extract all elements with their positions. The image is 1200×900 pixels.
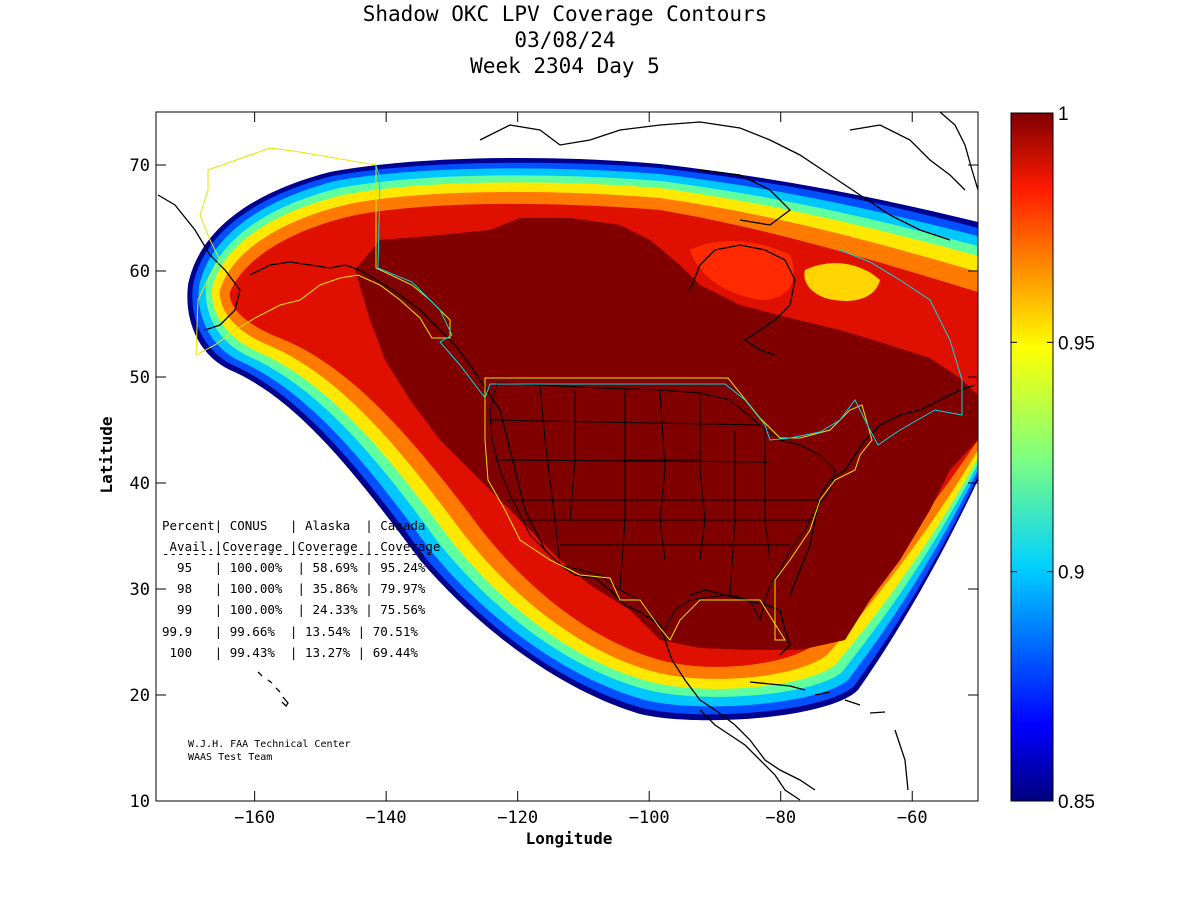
colorbar-tick-label: 0.95: [1058, 333, 1095, 354]
arctic-islands: [479, 121, 966, 241]
x-tick-label: −80: [765, 808, 796, 828]
credit-line-1: W.J.H. FAA Technical Center: [188, 739, 351, 750]
state-lines-ew: [489, 419, 820, 546]
x-tick-label: −60: [897, 808, 928, 828]
colorbar: [1010, 112, 1054, 802]
central-america: [699, 709, 801, 801]
greenland-coast: [939, 112, 978, 191]
table-header-1: Percent| CONUS | Alaska | Canada: [162, 518, 425, 533]
contour-pocket-labrador: [804, 263, 880, 301]
x-axis: −160 −140 −120 −100 −80 −60: [234, 112, 928, 828]
table-row: 99 | 100.00% | 24.33% | 75.56%: [162, 602, 426, 617]
table-header-2: Avail.|Coverage |Coverage | Coverage: [162, 539, 440, 554]
caribbean: [749, 681, 909, 791]
y-tick-label: 60: [130, 262, 150, 282]
y-tick-label: 20: [130, 686, 150, 706]
colorbar-ticks: 1 0.95 0.9 0.85: [1011, 104, 1095, 813]
alaska-boundary: [195, 147, 451, 356]
table-row: 95 | 100.00% | 58.69% | 95.24%: [162, 560, 426, 575]
x-axis-title: Longitude: [526, 829, 613, 848]
canada-boundary: [375, 164, 963, 446]
table-row: 100 | 99.43% | 13.27% | 69.44%: [162, 645, 418, 660]
colorbar-tick-label: 0.9: [1058, 563, 1084, 584]
x-tick-label: −160: [234, 808, 275, 828]
colorbar-tick-label: 1: [1058, 104, 1069, 125]
y-tick-label: 30: [130, 580, 150, 600]
contour-band-1: [355, 218, 978, 650]
credit-line-2: WAAS Test Team: [188, 752, 272, 763]
y-tick-label: 70: [130, 156, 150, 176]
y-tick-label: 40: [130, 474, 150, 494]
hawaii: [257, 671, 289, 708]
x-tick-label: −140: [366, 808, 407, 828]
title-line-1: Shadow OKC LPV Coverage Contours: [362, 2, 768, 26]
table-separator: ------------------------------------: [162, 546, 433, 561]
table-row: 99.9 | 99.66% | 13.54% | 70.51%: [162, 624, 418, 639]
table-row: 98 | 100.00% | 35.86% | 79.97%: [162, 581, 426, 596]
north-america-coastline: [157, 194, 976, 791]
y-axis-title: Latitude: [97, 416, 116, 493]
colorbar-tick-label: 0.85: [1058, 792, 1095, 813]
chart-title: Shadow OKC LPV Coverage Contours 03/08/2…: [0, 1, 1130, 79]
title-line-2: 03/08/24: [514, 28, 616, 52]
service-boundaries: [195, 147, 963, 641]
map-frame: [155, 111, 979, 802]
coverage-table: Percent| CONUS | Alaska | Canada Avail.|…: [162, 518, 440, 660]
y-tick-label: 10: [130, 792, 150, 812]
x-tick-label: −120: [497, 808, 538, 828]
y-tick-label: 50: [130, 368, 150, 388]
x-tick-label: −100: [629, 808, 670, 828]
contour-pocket-hudson: [690, 240, 794, 300]
y-axis: 10 20 30 40 50 60 70: [130, 156, 978, 812]
title-line-3: Week 2304 Day 5: [470, 54, 660, 78]
coastlines: [157, 112, 978, 801]
